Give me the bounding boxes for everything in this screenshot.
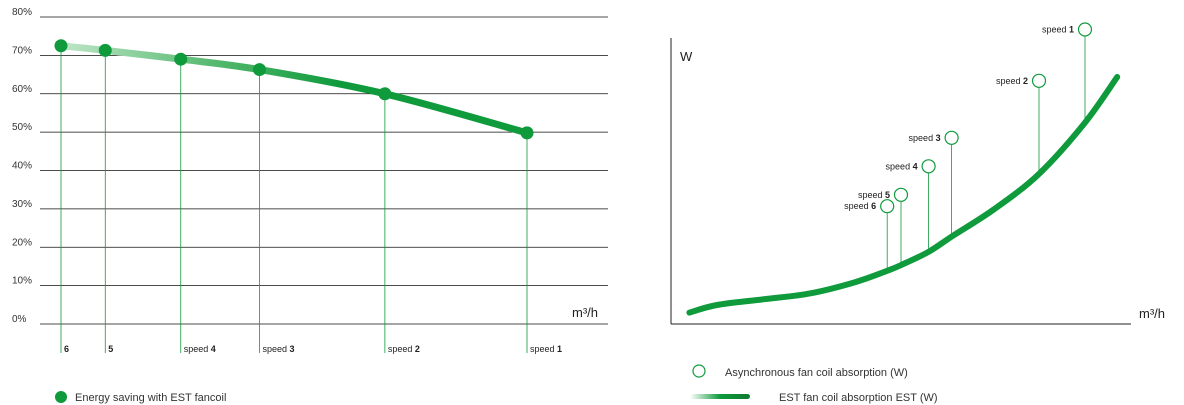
asynchronous-point <box>921 159 936 174</box>
speed-point-label: speed 5 <box>858 190 890 200</box>
legend-label: EST fan coil absorption EST (W) <box>779 392 938 404</box>
energy-saving-point <box>378 87 392 101</box>
asynchronous-point <box>1077 22 1093 37</box>
asynchronous-point <box>880 199 895 214</box>
energy-saving-point <box>174 52 188 66</box>
speed-point-label: speed 1 <box>1042 25 1074 35</box>
energy-saving-point <box>98 43 112 57</box>
legend-hollow-circle-marker <box>692 364 706 378</box>
asynchronous-point <box>944 130 959 145</box>
energy-saving-line <box>57 42 531 137</box>
est-absorption-curve <box>686 74 1121 316</box>
energy-saving-chart: 0% 10% 20% 30% 40% 50% 60% 70% 80% 6 5 speed 4 speed… <box>12 7 608 404</box>
energy-saving-point <box>253 63 267 77</box>
y-tick-label: 70% <box>12 45 32 56</box>
asynchronous-point <box>893 187 909 202</box>
legend-label: Asynchronous fan coil absorption (W) <box>725 367 908 379</box>
speed-point-label: speed 6 <box>844 201 876 211</box>
speed-tick-label: 5 <box>108 344 113 354</box>
legend-line-marker <box>690 394 750 399</box>
legend-label: Energy saving with EST fancoil <box>75 392 226 404</box>
speed-tick-label: speed 1 <box>530 344 562 354</box>
y-tick-label: 30% <box>12 199 32 210</box>
y-axis-label: W <box>680 49 693 64</box>
speed-tick-label: speed 3 <box>263 344 295 354</box>
speed-tick-label: 6 <box>64 344 69 354</box>
y-tick-label: 0% <box>12 314 27 325</box>
x-axis-label: m³/h <box>1139 306 1165 321</box>
speed-point-label: speed 3 <box>909 133 941 143</box>
y-tick-label: 50% <box>12 122 32 133</box>
y-tick-label: 40% <box>12 161 32 172</box>
energy-saving-point <box>54 39 68 53</box>
y-tick-label: 20% <box>12 237 32 248</box>
speed-point-label: speed 4 <box>886 161 918 171</box>
y-tick-label: 10% <box>12 276 32 287</box>
speed-point-label: speed 2 <box>996 76 1028 86</box>
y-tick-label: 80% <box>12 7 32 18</box>
x-axis-label: m³/h <box>572 305 598 320</box>
y-tick-label: 60% <box>12 84 32 95</box>
asynchronous-point <box>1031 73 1047 88</box>
energy-saving-point <box>520 126 534 140</box>
legend-filled-circle-marker <box>55 391 67 403</box>
speed-tick-label: speed 2 <box>388 344 420 354</box>
speed-tick-label: speed 4 <box>184 344 216 354</box>
